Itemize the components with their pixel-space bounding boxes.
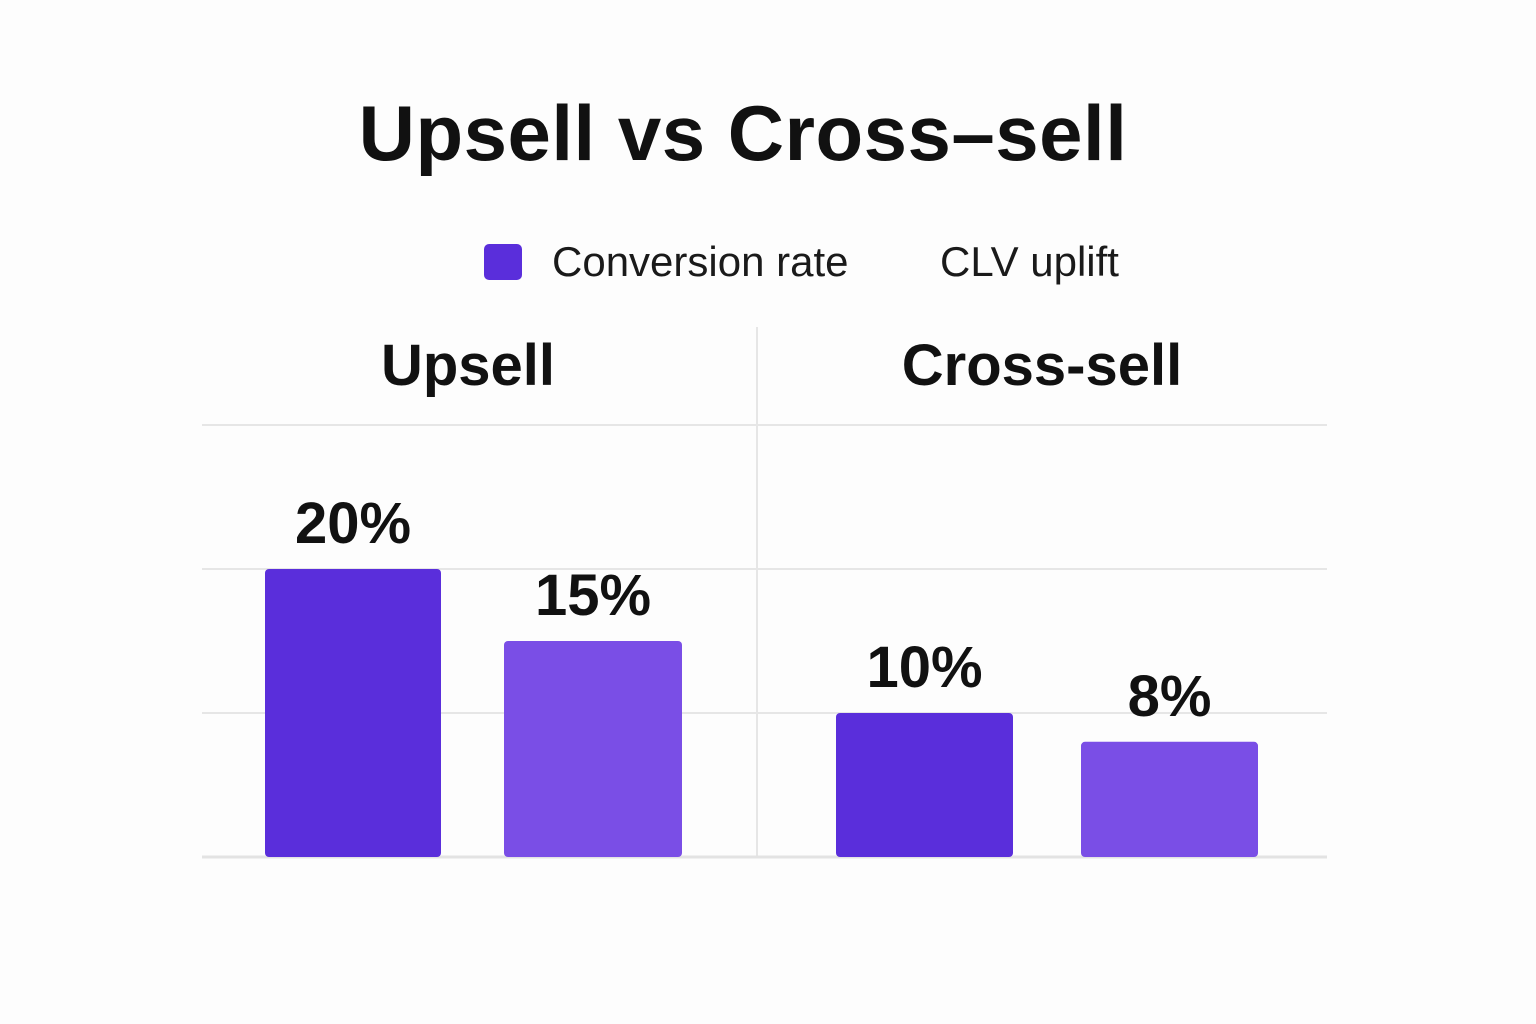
panel-title-cross-sell: Cross-sell — [902, 333, 1182, 398]
bar-label-upsell-clv-uplift: 15% — [535, 563, 651, 628]
bar-upsell-clv-uplift — [504, 641, 682, 857]
bar-label-cross-sell-clv-uplift: 8% — [1128, 664, 1212, 729]
legend-label-clv-uplift: CLV uplift — [940, 238, 1119, 285]
chart-title: Upsell vs Cross–sell — [358, 89, 1128, 177]
panel-title-upsell: Upsell — [381, 333, 555, 398]
bar-label-cross-sell-conversion-rate: 10% — [866, 635, 982, 700]
bar-cross-sell-conversion-rate — [836, 713, 1013, 857]
legend-swatch-conversion-rate — [484, 244, 522, 280]
bar-cross-sell-clv-uplift — [1081, 741, 1258, 857]
legend-label-conversion-rate: Conversion rate — [552, 238, 849, 285]
bar-label-upsell-conversion-rate: 20% — [295, 491, 411, 556]
bar-upsell-conversion-rate — [265, 569, 441, 857]
